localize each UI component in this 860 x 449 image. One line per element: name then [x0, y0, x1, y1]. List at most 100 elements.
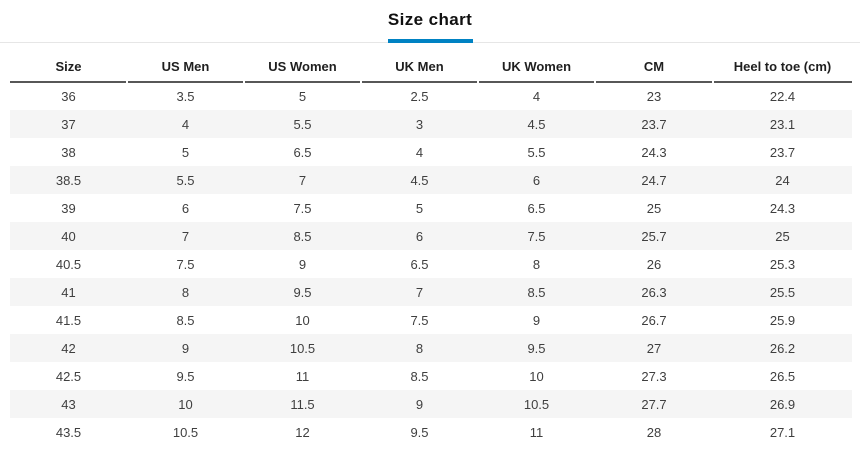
table-cell: 25.7	[595, 222, 713, 250]
column-header: Size	[10, 56, 127, 83]
table-cell: 7.5	[478, 222, 595, 250]
table-cell: 9.5	[176, 368, 195, 384]
column-header: US Women	[243, 56, 361, 83]
table-cell: 10	[295, 312, 310, 328]
table-cell: 9	[361, 390, 478, 418]
table-cell: 9	[532, 312, 541, 328]
table-cell: 3.5	[176, 89, 195, 104]
table-cell: 36	[61, 89, 76, 104]
table-cell: 23.1	[713, 110, 852, 138]
table-cell: 8	[127, 278, 244, 306]
table-cell: 5	[415, 200, 424, 216]
table-cell: 7	[127, 222, 244, 250]
column-header: US Men	[126, 56, 244, 83]
table-cell: 26.2	[713, 334, 852, 362]
table-cell: 42.5	[55, 368, 82, 384]
table-cell: 27.7	[595, 390, 713, 418]
table-row: 41 8 9.5 7 8.5 26.3 25.5	[10, 278, 852, 306]
table-cell: 5.5	[244, 110, 361, 138]
table-cell: 4.5	[478, 110, 595, 138]
page-title: Size chart	[387, 10, 473, 29]
table-cell: 23.7	[595, 110, 713, 138]
table-cell: 10.5	[478, 390, 595, 418]
table-row: 38.5 5.5 7 4.5 6 24.7 24	[10, 166, 852, 194]
table-cell: 27.3	[641, 368, 667, 384]
table-row: 40 7 8.5 6 7.5 25.7 25	[10, 222, 852, 250]
table-cell: 8	[532, 256, 541, 272]
table-cell: 7	[361, 278, 478, 306]
table-row: 43 10 11.5 9 10.5 27.7 26.9	[10, 390, 852, 418]
table-row: 36 3.5 5 2.5 4 23 22.4	[10, 82, 852, 110]
table-cell: 24	[713, 166, 852, 194]
table-cell: 4.5	[361, 166, 478, 194]
table-cell: 24.7	[595, 166, 713, 194]
table-row: 41.5 8.5 10 7.5 9 26.7 25.9	[10, 306, 852, 334]
table-body: 36 3.5 5 2.5 4 23 22.4 37 4 5.5 3 4.5 23.7 23.1 38 5 6.5…	[10, 82, 852, 446]
table-cell: 25.9	[769, 312, 796, 328]
table-cell: 7.5	[410, 312, 429, 328]
table-cell: 11	[295, 368, 310, 384]
table-cell: 6	[361, 222, 478, 250]
table-cell: 40.5	[55, 256, 82, 272]
table-cell: 23	[646, 89, 662, 104]
table-cell: 11	[529, 424, 544, 440]
table-cell: 4	[415, 144, 424, 160]
table-cell: 25.3	[769, 256, 796, 272]
table-cell: 8.5	[244, 222, 361, 250]
table-row: 38 5 6.5 4 5.5 24.3 23.7	[10, 138, 852, 166]
table-cell: 28	[646, 424, 662, 440]
table-cell: 9	[298, 256, 307, 272]
table-cell: 9.5	[244, 278, 361, 306]
table-cell: 8	[361, 334, 478, 362]
table-row: 37 4 5.5 3 4.5 23.7 23.1	[10, 110, 852, 138]
size-chart-header: Size chart	[0, 0, 860, 43]
table-cell: 24.3	[641, 144, 667, 160]
table-cell: 40	[10, 222, 127, 250]
table-cell: 10	[529, 368, 544, 384]
table-cell: 5	[181, 144, 190, 160]
table-row: 39 6 7.5 5 6.5 25 24.3	[10, 194, 852, 222]
table-cell: 42	[10, 334, 127, 362]
table-row: 40.5 7.5 9 6.5 8 26 25.3	[10, 250, 852, 278]
table-cell: 7.5	[293, 200, 312, 216]
table-cell: 39	[61, 200, 76, 216]
table-cell: 8.5	[478, 278, 595, 306]
table-cell: 2.5	[410, 89, 429, 104]
table-cell: 6	[181, 200, 190, 216]
column-header: Heel to toe (cm)	[712, 56, 852, 83]
table-cell: 41	[10, 278, 127, 306]
table-cell: 4	[532, 89, 541, 104]
table-cell: 6.5	[293, 144, 312, 160]
table-cell: 24.3	[769, 200, 796, 216]
table-cell: 6.5	[527, 200, 546, 216]
table-cell: 43	[10, 390, 127, 418]
table-cell: 26.7	[641, 312, 667, 328]
table-cell: 6.5	[410, 256, 429, 272]
table-cell: 10.5	[244, 334, 361, 362]
table-cell: 8.5	[410, 368, 429, 384]
table-cell: 7	[244, 166, 361, 194]
table-cell: 37	[10, 110, 127, 138]
table-cell: 38.5	[10, 166, 127, 194]
table-cell: 26.3	[595, 278, 713, 306]
table-cell: 10.5	[172, 424, 199, 440]
title-accent-underline	[387, 39, 473, 43]
table-cell: 9.5	[478, 334, 595, 362]
table-cell: 6	[478, 166, 595, 194]
column-header: CM	[594, 56, 713, 83]
column-header: UK Men	[360, 56, 478, 83]
table-cell: 11.5	[244, 390, 361, 418]
column-header: UK Women	[477, 56, 595, 83]
table-cell: 5.5	[527, 144, 546, 160]
table-cell: 10	[127, 390, 244, 418]
size-chart-table: Size US Men US Women UK Men UK Women CM Heel t…	[10, 56, 852, 446]
table-cell: 4	[127, 110, 244, 138]
table-cell: 12	[295, 424, 310, 440]
table-cell: 26	[646, 256, 662, 272]
table-row: 43.5 10.5 12 9.5 11 28 27.1	[10, 418, 852, 446]
table-cell: 8.5	[176, 312, 195, 328]
table-cell: 23.7	[769, 144, 796, 160]
table-cell: 25	[646, 200, 662, 216]
table-cell: 38	[61, 144, 76, 160]
table-cell: 25	[713, 222, 852, 250]
